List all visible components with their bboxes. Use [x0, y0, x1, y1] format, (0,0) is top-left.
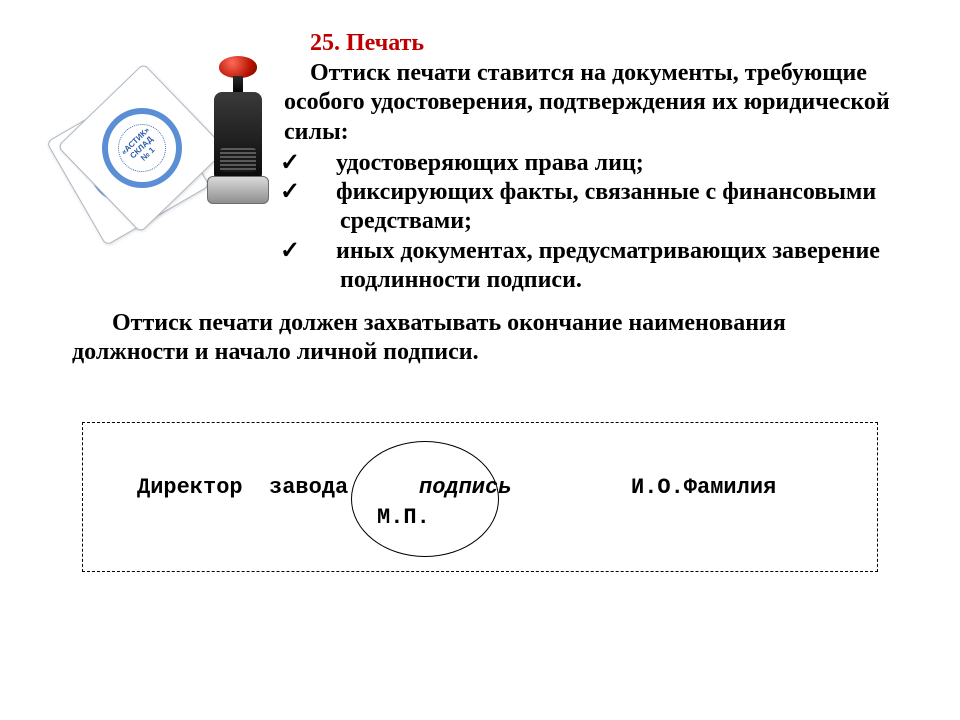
- check-icon: ✓: [310, 237, 336, 266]
- stamp-ring-icon: «АСТИК» СКЛАД № 1: [85, 91, 198, 204]
- list-item: ✓удостоверяющих права лиц;: [310, 149, 900, 178]
- lead-paragraph: Оттиск печати ставится на документы, тре…: [284, 59, 900, 147]
- placement-note: Оттиск печати должен захватывать окончан…: [0, 295, 960, 368]
- example-fio: И.О.Фамилия: [631, 475, 776, 500]
- stamped-paper-front: «АСТИК» СКЛАД № 1: [57, 63, 227, 233]
- stamp-illustration: «АСТИК» СКЛАД № 1: [60, 60, 280, 260]
- example-signature-placeholder: подпись: [419, 475, 511, 500]
- list-item: ✓иных документах, предусматривающих заве…: [310, 237, 900, 296]
- check-icon: ✓: [310, 178, 336, 207]
- section-heading: 25. Печать: [284, 30, 900, 57]
- check-icon: ✓: [310, 149, 336, 178]
- top-row: «АСТИК» СКЛАД № 1 25. Печать Оттиск печа…: [0, 0, 960, 295]
- example-job-title: Директор завода: [137, 475, 348, 500]
- stamp-device-icon: [210, 56, 266, 226]
- example-seal-marker: М.П.: [377, 505, 430, 530]
- bullet-list: ✓удостоверяющих права лиц; ✓фиксирующих …: [284, 149, 900, 295]
- text-column: 25. Печать Оттиск печати ставится на док…: [280, 30, 900, 295]
- list-item: ✓фиксирующих факты, связанные с финансов…: [310, 178, 900, 237]
- signature-example-box: Директор завода подпись И.О.Фамилия М.П.: [82, 422, 878, 572]
